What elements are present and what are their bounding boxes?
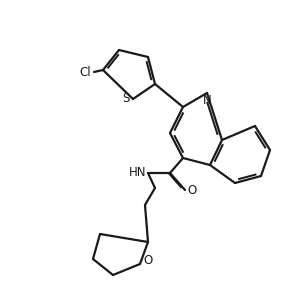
Text: Cl: Cl [79,65,91,78]
Text: O: O [143,255,153,268]
Text: N: N [203,95,211,108]
Text: S: S [122,92,130,105]
Text: HN: HN [129,167,147,179]
Text: O: O [187,184,197,197]
